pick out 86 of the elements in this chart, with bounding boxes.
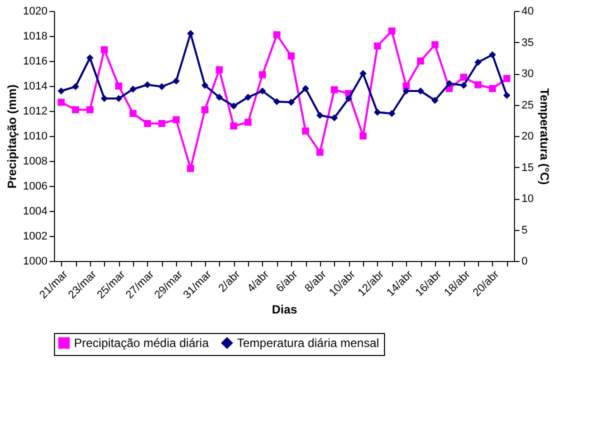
point [216,94,223,101]
point [330,86,338,94]
y2-tick-label: 30 [522,68,534,80]
y-tick-label: 1004 [23,206,48,218]
point [288,98,295,106]
point [86,54,94,62]
point [244,94,252,101]
y-tick-label: 1018 [23,30,48,42]
y-tick-label: 1008 [23,156,48,168]
point [360,132,367,140]
legend-label: Precipitação média diária [74,336,210,350]
point [258,87,266,95]
point [172,116,180,124]
point [431,41,438,48]
point [402,87,410,95]
legend-label: Temperatura diária mensal [237,336,380,350]
point [115,94,122,102]
point [388,27,396,35]
y2-tick-label: 10 [522,193,534,205]
point [302,127,310,135]
y-tick-label: 1014 [23,80,48,92]
point [58,98,65,106]
point [302,84,310,92]
y-tick-label: 1002 [23,230,48,242]
point [130,86,137,93]
point [201,82,208,89]
point [374,42,381,50]
y2-axis-title: Temperatura (°C) [538,88,552,185]
y-axis-title: Precipitação (mm) [5,84,20,189]
point [86,106,94,114]
point [100,94,108,102]
point [431,96,438,104]
y-tick-label: 1006 [23,180,48,192]
point [158,83,166,90]
y-tick-label: 1000 [23,256,48,268]
point [460,82,468,89]
y-tick-label: 1012 [23,106,48,118]
point [72,83,80,90]
y2-tick-label: 0 [522,256,528,268]
point [187,164,194,172]
point [58,87,65,95]
y2-tick-label: 20 [522,130,534,142]
point [460,74,468,81]
point [273,31,280,38]
point [417,87,424,95]
point [158,120,166,128]
point [402,82,410,90]
point [488,84,496,92]
point [316,112,324,119]
point [244,118,252,126]
point [230,102,238,110]
point [488,51,496,58]
point [115,82,122,90]
y-tick-label: 1010 [23,130,48,142]
point [201,106,208,114]
y-tick-label: 1016 [23,56,48,68]
x-axis-title: Dias [272,302,298,316]
point [100,46,108,54]
y2-tick-label: 5 [522,224,528,236]
point [273,98,280,106]
point [216,66,223,74]
point [417,57,424,65]
point [172,77,180,85]
point [288,52,295,60]
point [230,122,238,130]
point [130,110,137,118]
point [258,71,266,78]
point [503,92,510,99]
point [316,148,324,156]
point [360,70,367,78]
point [330,114,338,122]
point [503,74,510,82]
point [144,81,151,88]
y-tick-label: 1020 [23,6,48,18]
point [374,108,381,116]
point [474,58,482,66]
y2-tick-label: 40 [522,6,534,18]
point [144,120,151,128]
point [388,110,396,118]
point [446,80,453,88]
point [345,94,352,102]
y2-tick-label: 15 [522,162,534,174]
y2-tick-label: 25 [522,99,534,112]
y2-tick-label: 35 [522,36,534,49]
point [72,106,80,114]
point [474,81,482,88]
